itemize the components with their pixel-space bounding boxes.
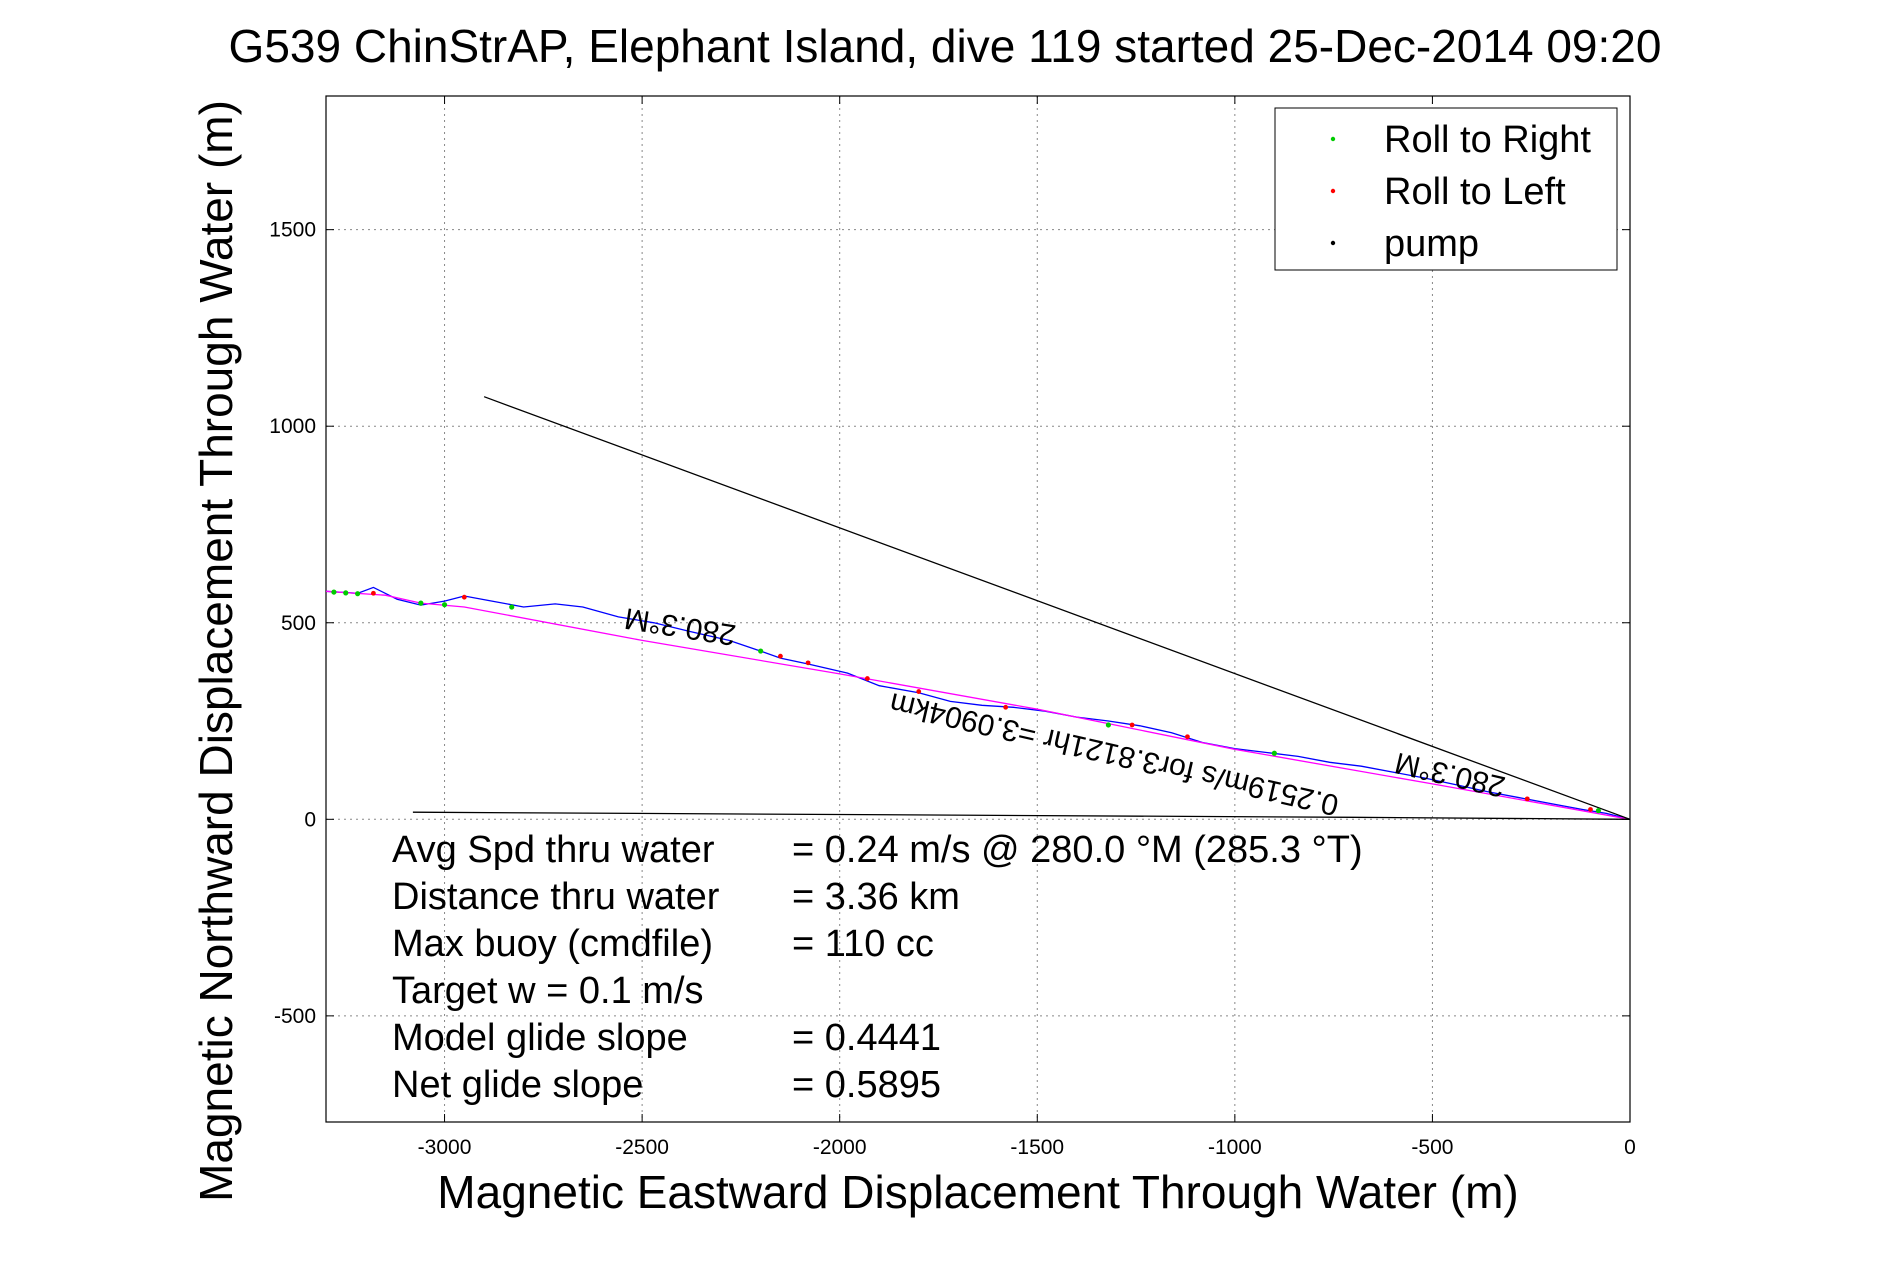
roll-right-point — [1271, 750, 1277, 756]
x-tick-label: -1000 — [1208, 1136, 1262, 1159]
series-lines — [325, 396, 1631, 820]
legend: Roll to Right Roll to Left pump — [1274, 107, 1618, 271]
roll-markers — [331, 589, 1601, 814]
roll-left-point — [1129, 722, 1135, 728]
y-tick-label: 1500 — [269, 219, 316, 242]
heading-annotations: 280.3°M0.2519m/s for3.8121hr =3.0904km 28… — [622, 601, 1508, 821]
roll-left-point — [371, 590, 376, 596]
legend-label: pump — [1384, 223, 1479, 265]
y-tick-label: 500 — [281, 612, 316, 635]
legend-marker — [1330, 136, 1336, 142]
legend-marker — [1330, 240, 1336, 246]
stat-label: Net glide slope — [392, 1064, 643, 1106]
stat-label: Target w = 0.1 m/s — [392, 970, 704, 1012]
series-line — [325, 586, 1631, 820]
roll-right-point — [758, 648, 764, 654]
roll-left-point — [916, 689, 922, 694]
stat-label: Distance thru water — [392, 876, 720, 918]
roll-right-point — [1105, 722, 1111, 728]
y-tick-label: 1000 — [269, 415, 316, 438]
x-tick-label: -1500 — [1010, 1136, 1064, 1159]
roll-right-point — [1595, 808, 1601, 814]
plot-frame — [325, 95, 1631, 1123]
x-tick-label: -2500 — [615, 1136, 669, 1159]
x-tick-label: -3000 — [418, 1136, 472, 1159]
roll-right-point — [343, 590, 349, 596]
stat-value: = 0.24 m/s @ 280.0 °M (285.3 °T) — [792, 829, 1363, 871]
roll-right-point — [441, 602, 448, 608]
roll-left-point — [1588, 807, 1593, 812]
roll-right-point — [331, 589, 337, 595]
roll-left-point — [778, 653, 783, 659]
roll-right-point — [418, 600, 424, 606]
roll-right-point — [509, 604, 515, 610]
roll-left-point — [1524, 796, 1530, 802]
roll-left-point — [1003, 704, 1009, 710]
x-axis-label: Magnetic Eastward Displacement Through W… — [437, 1166, 1518, 1218]
stat-value: = 0.4441 — [792, 1017, 941, 1059]
series-line — [412, 811, 1631, 820]
roll-left-point — [1185, 734, 1190, 740]
heading-annotation: 280.3°M — [622, 601, 738, 651]
stat-value: = 3.36 km — [792, 876, 960, 918]
stat-value: = 110 cc — [792, 923, 934, 965]
series-line — [483, 396, 1631, 820]
roll-left-point — [805, 660, 811, 666]
x-tick-label: -500 — [1411, 1136, 1453, 1159]
roll-left-point — [864, 676, 870, 681]
stat-label: Max buoy (cmdfile) — [392, 923, 713, 965]
legend-label: Roll to Right — [1384, 119, 1591, 161]
roll-right-point — [355, 591, 361, 597]
y-tick-label: -500 — [274, 1005, 316, 1028]
series-line — [325, 590, 1631, 820]
roll-left-point — [461, 594, 467, 600]
chart-title: G539 ChinStrAP, Elephant Island, dive 11… — [229, 20, 1662, 72]
legend-label: Roll to Left — [1384, 171, 1566, 213]
heading-annotation: 280.3°M — [1392, 746, 1509, 803]
stat-label: Avg Spd thru water — [392, 829, 715, 871]
x-tick-label: 0 — [1624, 1136, 1636, 1159]
y-axis-label: Magnetic Northward Displacement Through … — [190, 100, 242, 1202]
legend-marker — [1330, 188, 1336, 194]
axis-ticks: -3000 -2500 -2000 -1500 -1000 -500 0 -500 0 500 10… — [269, 96, 1636, 1159]
stat-value: = 0.5895 — [792, 1064, 941, 1106]
stats-block: Avg Spd thru water = 0.24 m/s @ 280.0 °M … — [392, 829, 1363, 1106]
stat-label: Model glide slope — [392, 1017, 688, 1059]
y-tick-label: 0 — [304, 808, 316, 831]
x-tick-label: -2000 — [813, 1136, 867, 1159]
